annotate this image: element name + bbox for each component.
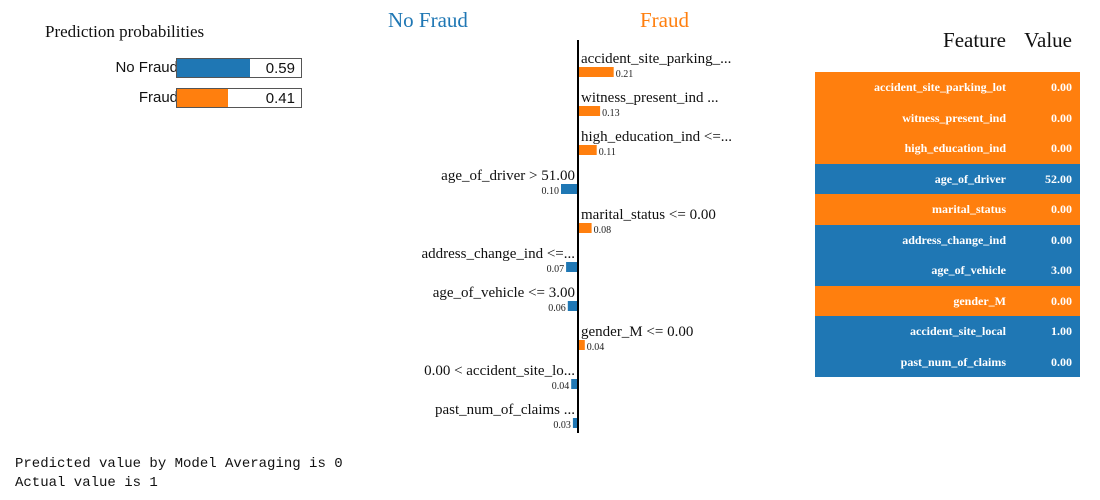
class-label-fraud: Fraud	[640, 8, 689, 32]
bar-value-label: 0.08	[594, 225, 612, 236]
feature-row: marital_status 0.00	[815, 194, 1080, 225]
feature-table: accident_site_parking_lot 0.00 witness_pre…	[815, 72, 1080, 377]
bar-no-fraud	[572, 418, 578, 428]
feature-value: 0.00	[1051, 354, 1072, 369]
feature-label: marital_status <= 0.00	[581, 207, 716, 223]
feature-label: past_num_of_claims ...	[435, 402, 575, 418]
prediction-probabilities-title: Prediction probabilities	[45, 22, 205, 41]
bar-fraud	[578, 145, 597, 155]
bar-value-label: 0.11	[599, 147, 616, 158]
console-predicted-line: Predicted value by Model Averaging is 0	[15, 456, 343, 472]
feature-row: accident_site_parking_lot 0.00	[815, 72, 1080, 103]
feature-row: gender_M 0.00	[815, 285, 1080, 316]
feature-label: gender_M <= 0.00	[581, 324, 693, 340]
feature-row: past_num_of_claims 0.00	[815, 346, 1080, 377]
probability-fill-no-fraud	[177, 59, 251, 77]
feature-label: high_education_ind <=...	[581, 129, 732, 145]
feature-value: 0.00	[1051, 232, 1072, 247]
feature-label: 0.00 < accident_site_lo...	[424, 363, 575, 379]
bar-value-label: 0.10	[542, 186, 560, 197]
bar-value-label: 0.03	[553, 420, 571, 431]
probability-value-no-fraud: 0.59	[265, 60, 295, 77]
bar-fraud	[578, 67, 614, 77]
probability-bar-fraud: 0.41	[176, 88, 302, 108]
bar-value-label: 0.21	[616, 69, 634, 80]
feature-row: age_of_vehicle 3.00	[815, 255, 1080, 286]
feature-value: 3.00	[1051, 263, 1072, 277]
bar-no-fraud	[566, 262, 578, 272]
class-label-no-fraud: No Fraud	[388, 8, 468, 32]
bar-value-label: 0.04	[552, 381, 570, 392]
probability-fill-fraud	[177, 89, 228, 107]
feature-value: 0.00	[1051, 202, 1072, 216]
feature-label: address_change_ind <=...	[421, 246, 575, 262]
feature-name: past_num_of_claims	[900, 354, 1006, 369]
bar-fraud	[578, 223, 592, 233]
feature-row: age_of_driver 52.00	[815, 163, 1080, 194]
feature-name: accident_site_local	[910, 324, 1006, 338]
bar-value-label: 0.13	[602, 108, 620, 119]
console-actual-line: Actual value is 1	[15, 475, 158, 491]
feature-row: witness_present_ind 0.00	[815, 102, 1080, 133]
feature-row: address_change_ind 0.00	[815, 224, 1080, 255]
feature-value: 0.00	[1051, 110, 1072, 125]
bar-fraud	[578, 106, 601, 116]
feature-row: high_education_ind 0.00	[815, 133, 1080, 164]
bar-no-fraud	[571, 379, 578, 389]
feature-value: 1.00	[1051, 324, 1072, 338]
feature-value: 52.00	[1045, 171, 1072, 186]
bar-fraud	[578, 340, 585, 350]
feature-label: accident_site_parking_...	[581, 51, 731, 67]
feature-row: accident_site_local 1.00	[815, 316, 1080, 347]
feature-column-header: Feature	[943, 28, 1006, 52]
bar-no-fraud	[561, 184, 578, 194]
feature-name: age_of_driver	[934, 171, 1006, 186]
feature-name: marital_status	[932, 202, 1006, 216]
value-column-header: Value	[1024, 28, 1072, 52]
feature-value: 0.00	[1051, 293, 1072, 308]
feature-label: age_of_driver > 51.00	[441, 168, 575, 184]
probability-label-no-fraud: No Fraud	[115, 59, 178, 76]
bar-no-fraud	[567, 301, 578, 311]
feature-value: 0.00	[1051, 80, 1072, 94]
probability-row-fraud: Fraud 0.41	[40, 88, 310, 110]
feature-table-header: Feature Value	[815, 28, 1080, 62]
feature-label: witness_present_ind ...	[581, 90, 718, 106]
bar-value-label: 0.06	[548, 303, 566, 314]
feature-name: gender_M	[953, 293, 1006, 308]
bar-value-label: 0.04	[587, 342, 605, 353]
feature-label: age_of_vehicle <= 3.00	[433, 285, 575, 301]
probability-bar-no-fraud: 0.59	[176, 58, 302, 78]
feature-name: age_of_vehicle	[931, 263, 1006, 277]
feature-name: address_change_ind	[902, 232, 1006, 247]
feature-name: accident_site_parking_lot	[874, 80, 1006, 94]
probability-value-fraud: 0.41	[265, 90, 295, 107]
probability-row-no-fraud: No Fraud 0.59	[40, 58, 310, 80]
explanation-chart: accident_site_parking_... 0.21 witness_pre…	[421, 40, 732, 433]
feature-name: high_education_ind	[904, 141, 1006, 155]
feature-value: 0.00	[1051, 141, 1072, 155]
bar-value-label: 0.07	[547, 264, 565, 275]
feature-name: witness_present_ind	[902, 110, 1006, 125]
probability-label-fraud: Fraud	[138, 89, 178, 106]
